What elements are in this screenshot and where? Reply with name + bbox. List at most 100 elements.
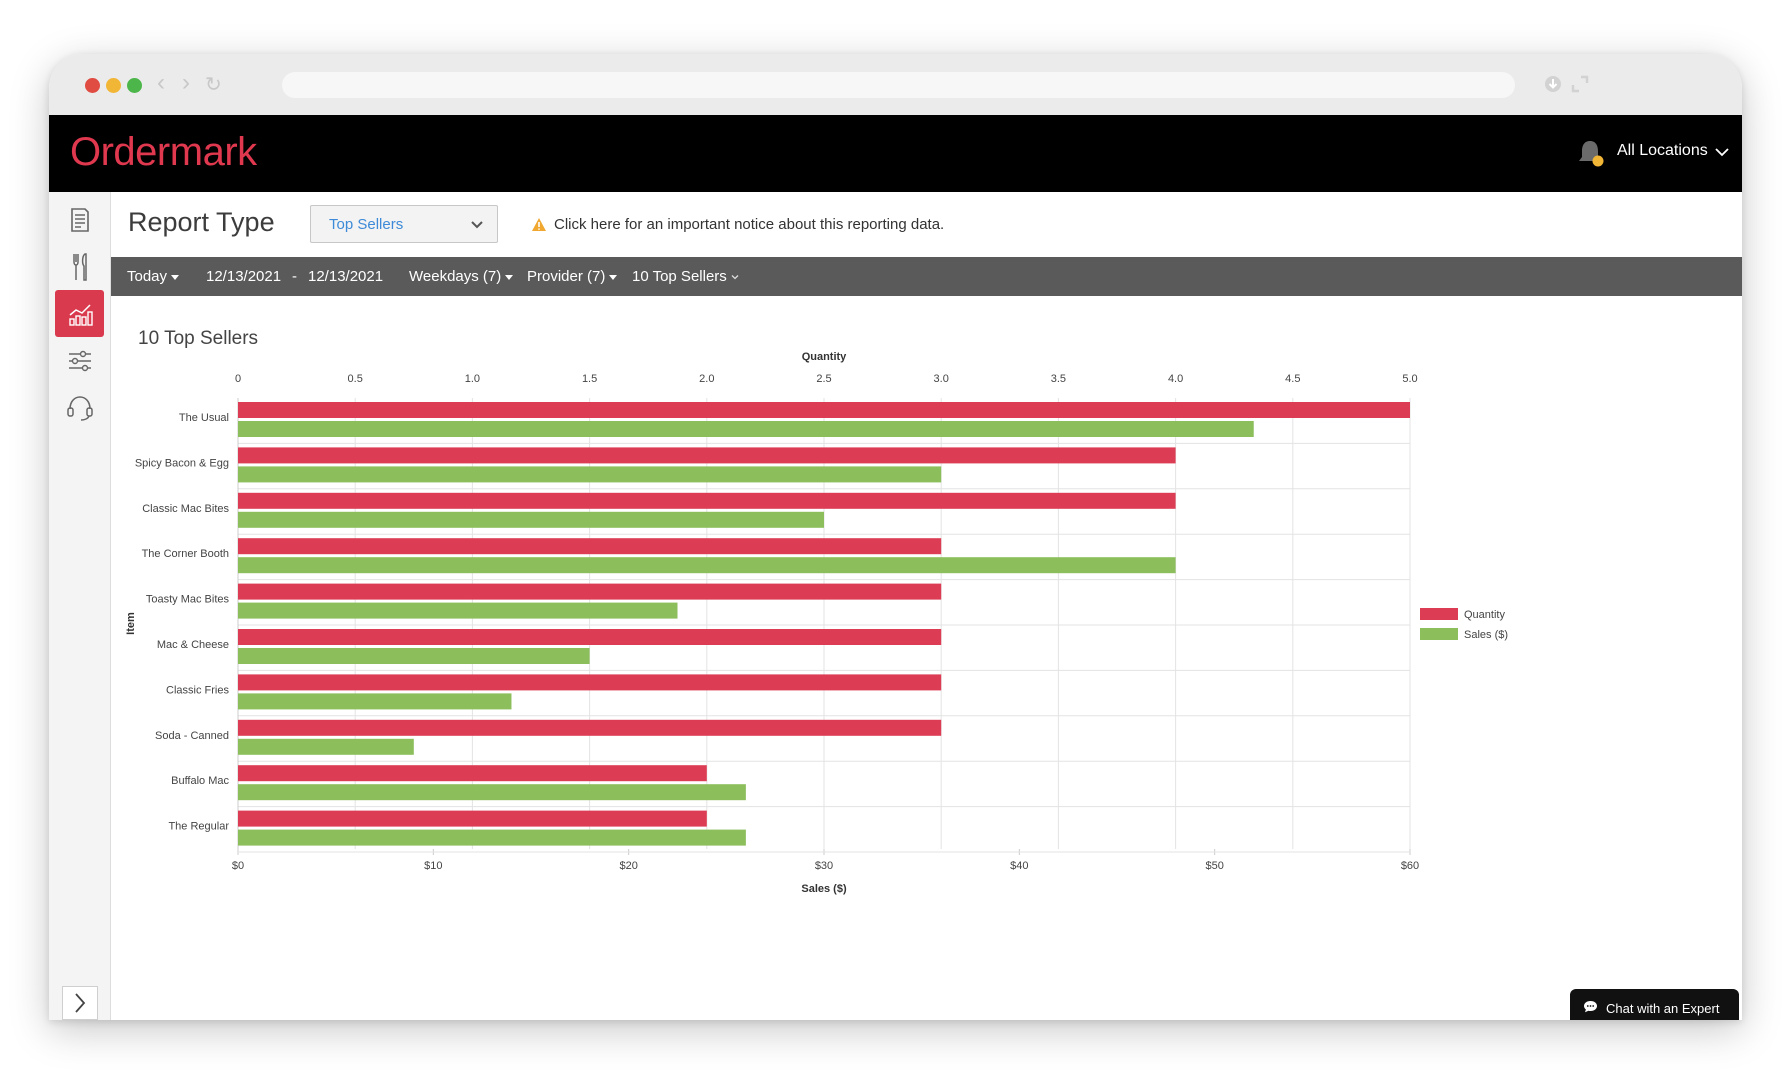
ordermark-logo[interactable]: Ordermark <box>70 130 257 174</box>
x-bottom-tick-label: $0 <box>232 860 244 872</box>
notice-link[interactable]: Click here for an important notice about… <box>554 216 945 233</box>
bar-sales <box>238 693 512 710</box>
bar-quantity <box>238 810 707 827</box>
y-category-label: The Regular <box>168 821 229 833</box>
days-dropdown[interactable]: Weekdays (7) <box>409 268 514 285</box>
caret-down-icon <box>505 274 514 280</box>
download-icon[interactable] <box>1543 74 1563 94</box>
window-minimize-button[interactable] <box>106 78 121 93</box>
sidebar-item-settings[interactable] <box>55 337 104 384</box>
y-category-label: Buffalo Mac <box>171 775 229 787</box>
chevron-down-icon <box>471 221 483 229</box>
provider-dropdown[interactable]: Provider (7) <box>527 268 618 285</box>
start-date-input[interactable]: 12/13/2021 <box>206 268 282 285</box>
bar-sales <box>238 602 678 619</box>
bar-quantity <box>238 629 942 645</box>
x-top-tick-label: 4.5 <box>1285 373 1300 385</box>
x-top-axis-title: Quantity <box>802 351 847 363</box>
bar-quantity <box>238 674 942 691</box>
report-type-select[interactable]: Top Sellers <box>310 205 498 243</box>
bar-sales <box>238 557 1176 574</box>
report-type-label: Report Type <box>128 207 275 237</box>
y-category-label: Toasty Mac Bites <box>146 594 230 606</box>
location-selector[interactable]: All Locations <box>1617 142 1708 159</box>
x-bottom-tick-label: $40 <box>1010 860 1028 872</box>
y-axis-title: Item <box>125 612 137 635</box>
y-category-label: The Corner Booth <box>142 548 229 560</box>
chat-label: Chat with an Expert <box>1606 1001 1720 1016</box>
range-value: Today <box>127 268 168 285</box>
days-value: Weekdays (7) <box>409 268 502 285</box>
window-close-button[interactable] <box>85 78 100 93</box>
sidebar-item-support[interactable] <box>55 384 104 431</box>
x-top-tick-label: 3.0 <box>934 373 949 385</box>
chevron-right-icon <box>75 993 86 1013</box>
receipt-icon <box>70 207 89 232</box>
bar-quantity <box>238 538 942 555</box>
bar-sales <box>238 784 746 801</box>
forward-icon[interactable]: › <box>182 69 190 96</box>
chart-icon <box>68 303 93 326</box>
end-date-input[interactable]: 12/13/2021 <box>308 268 384 285</box>
legend-label-quantity: Quantity <box>1464 609 1505 621</box>
sidebar-item-orders[interactable] <box>55 196 104 243</box>
x-bottom-tick-label: $20 <box>619 860 637 872</box>
x-bottom-tick-label: $50 <box>1205 860 1223 872</box>
x-top-tick-label: 5.0 <box>1402 373 1417 385</box>
legend-swatch-quantity <box>1420 608 1458 620</box>
top-n-dropdown[interactable]: 10 Top Sellers <box>632 268 739 285</box>
bar-quantity <box>238 765 707 782</box>
fullscreen-icon[interactable] <box>1570 74 1590 94</box>
bar-quantity <box>238 719 942 736</box>
caret-down-icon <box>609 274 618 280</box>
legend-swatch-sales <box>1420 628 1458 640</box>
chat-bubble-icon <box>1584 1001 1597 1013</box>
range-dropdown[interactable]: Today <box>127 268 180 285</box>
bar-quantity <box>238 492 1176 509</box>
x-top-tick-label: 0.5 <box>348 373 363 385</box>
y-category-label: Classic Fries <box>166 684 229 696</box>
back-icon[interactable]: ‹ <box>157 69 165 96</box>
x-bottom-tick-label: $10 <box>424 860 442 872</box>
x-top-tick-label: 2.0 <box>699 373 714 385</box>
browser-window: ‹ › ↻ Ordermark All Locations <box>49 54 1742 1020</box>
bar-sales <box>238 466 942 483</box>
window-maximize-button[interactable] <box>127 78 142 93</box>
x-top-tick-label: 3.5 <box>1051 373 1066 385</box>
caret-down-icon <box>171 274 180 280</box>
bar-sales <box>238 511 824 528</box>
bar-sales <box>238 421 1254 437</box>
warning-icon[interactable] <box>531 217 547 232</box>
sidebar-item-menu[interactable] <box>55 243 104 290</box>
y-category-label: Soda - Canned <box>155 730 229 742</box>
reload-icon[interactable]: ↻ <box>205 74 222 96</box>
provider-value: Provider (7) <box>527 268 606 285</box>
app-header: Ordermark All Locations <box>49 115 1742 192</box>
sidebar <box>49 192 111 1020</box>
chat-with-expert-button[interactable]: Chat with an Expert <box>1570 989 1739 1020</box>
y-category-label: Spicy Bacon & Egg <box>135 457 229 469</box>
filter-bar: Today 12/13/2021 - 12/13/2021 Weekdays (… <box>111 257 1742 296</box>
sliders-icon <box>68 350 91 371</box>
bar-sales <box>238 648 590 664</box>
utensils-icon <box>72 252 87 281</box>
address-bar[interactable] <box>282 72 1515 98</box>
bar-quantity <box>238 583 942 600</box>
y-category-label: Classic Mac Bites <box>142 503 229 515</box>
sidebar-expand-button[interactable] <box>62 986 98 1020</box>
browser-titlebar: ‹ › ↻ <box>49 54 1742 115</box>
content-title: 10 Top Sellers <box>138 328 259 349</box>
headset-icon <box>66 395 93 421</box>
legend-label-sales: Sales ($) <box>1464 629 1508 641</box>
bell-icon[interactable] <box>1577 137 1607 169</box>
report-type-value: Top Sellers <box>329 216 404 233</box>
chevron-down-icon[interactable] <box>1715 145 1729 159</box>
top-n-value: 10 Top Sellers <box>632 268 727 285</box>
x-top-tick-label: 0 <box>235 373 241 385</box>
x-bottom-tick-label: $30 <box>815 860 833 872</box>
x-top-tick-label: 1.5 <box>582 373 597 385</box>
x-bottom-axis-title: Sales ($) <box>801 883 847 895</box>
sidebar-item-reports[interactable] <box>55 290 104 337</box>
y-category-label: The Usual <box>179 412 229 424</box>
x-top-tick-label: 4.0 <box>1168 373 1183 385</box>
